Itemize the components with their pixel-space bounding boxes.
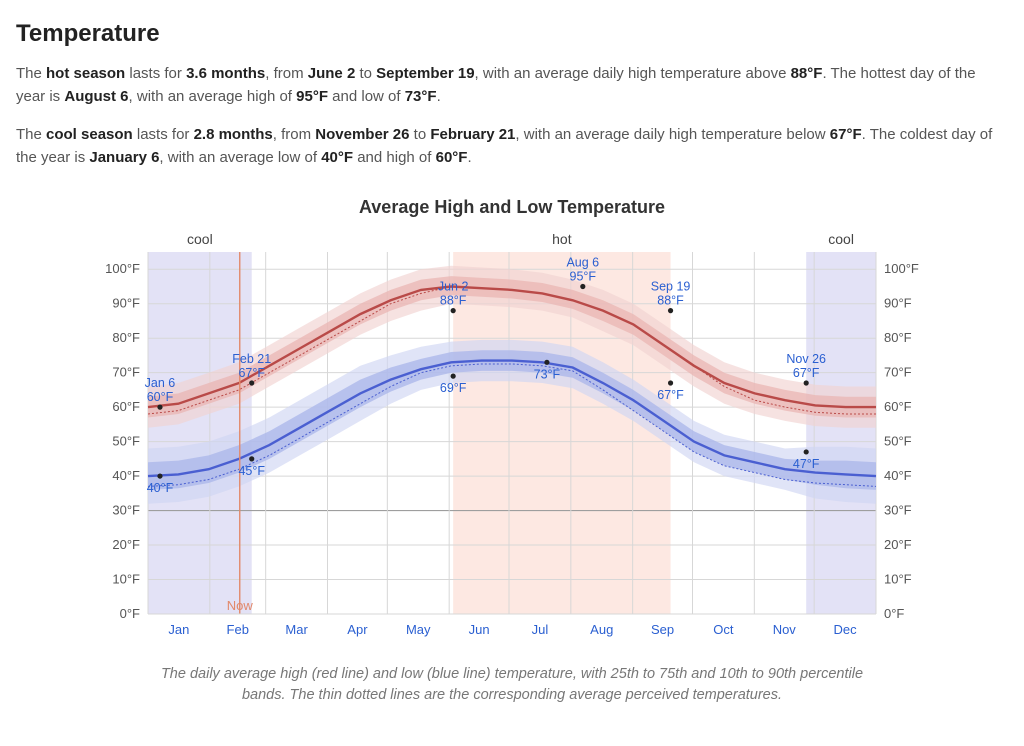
point-annotation: 47°F	[793, 457, 820, 471]
y-tick-right: 100°F	[884, 261, 919, 276]
point-annotation: Nov 26	[786, 352, 826, 366]
month-label: Jul	[532, 622, 549, 637]
point-annotation: Feb 21	[232, 352, 271, 366]
month-label: Nov	[773, 622, 797, 637]
season-label-cool: cool	[828, 231, 854, 247]
data-marker	[451, 308, 456, 313]
data-marker	[668, 308, 673, 313]
data-marker	[668, 380, 673, 385]
point-annotation: 88°F	[440, 294, 467, 308]
y-tick-right: 0°F	[884, 606, 904, 621]
point-annotation: 73°F	[534, 367, 561, 381]
point-annotation: 69°F	[440, 381, 467, 395]
y-tick-left: 60°F	[112, 399, 140, 414]
month-label: Feb	[227, 622, 249, 637]
y-tick-left: 100°F	[105, 261, 140, 276]
season-label-hot: hot	[552, 231, 572, 247]
y-tick-left: 80°F	[112, 330, 140, 345]
y-tick-left: 90°F	[112, 296, 140, 311]
y-tick-right: 10°F	[884, 572, 912, 587]
season-band	[806, 252, 876, 614]
point-annotation: 45°F	[238, 464, 265, 478]
y-tick-right: 60°F	[884, 399, 912, 414]
month-label: Jun	[469, 622, 490, 637]
y-tick-right: 40°F	[884, 468, 912, 483]
y-tick-left: 50°F	[112, 434, 140, 449]
data-marker	[580, 284, 585, 289]
data-marker	[804, 380, 809, 385]
month-label: Apr	[347, 622, 368, 637]
point-annotation: 67°F	[657, 388, 684, 402]
month-label: Aug	[590, 622, 613, 637]
cool-season-paragraph: The cool season lasts for 2.8 months, fr…	[16, 123, 1008, 170]
y-tick-right: 30°F	[884, 503, 912, 518]
temperature-chart: Average High and Low Temperature Now Jan …	[72, 197, 952, 706]
month-label: Jan	[168, 622, 189, 637]
data-marker	[804, 449, 809, 454]
month-label: Dec	[834, 622, 858, 637]
point-annotation: 60°F	[147, 390, 174, 404]
data-marker	[249, 456, 254, 461]
y-tick-left: 70°F	[112, 365, 140, 380]
month-label: May	[406, 622, 431, 637]
chart-svg: NowJan 660°FFeb 2167°FJun 288°FAug 695°F…	[72, 224, 952, 654]
chart-caption: The daily average high (red line) and lo…	[152, 664, 872, 706]
section-heading: Temperature	[16, 20, 1008, 48]
month-label: Mar	[285, 622, 308, 637]
point-annotation: 95°F	[570, 269, 597, 283]
point-annotation: 67°F	[238, 366, 265, 380]
month-label: Sep	[651, 622, 674, 637]
y-tick-right: 50°F	[884, 434, 912, 449]
y-tick-left: 0°F	[120, 606, 140, 621]
season-label-cool: cool	[187, 231, 213, 247]
chart-title: Average High and Low Temperature	[72, 197, 952, 218]
data-marker	[157, 405, 162, 410]
point-annotation: Jan 6	[145, 376, 176, 390]
data-marker	[451, 374, 456, 379]
y-tick-left: 40°F	[112, 468, 140, 483]
y-tick-right: 70°F	[884, 365, 912, 380]
y-tick-left: 10°F	[112, 572, 140, 587]
y-tick-right: 80°F	[884, 330, 912, 345]
data-marker	[544, 360, 549, 365]
point-annotation: 40°F	[147, 481, 174, 495]
hot-season-paragraph: The hot season lasts for 3.6 months, fro…	[16, 62, 1008, 109]
y-tick-right: 20°F	[884, 537, 912, 552]
y-tick-left: 20°F	[112, 537, 140, 552]
data-marker	[157, 473, 162, 478]
y-tick-right: 90°F	[884, 296, 912, 311]
point-annotation: Sep 19	[651, 280, 691, 294]
y-tick-left: 30°F	[112, 503, 140, 518]
point-annotation: 67°F	[793, 366, 820, 380]
month-label: Oct	[713, 622, 734, 637]
point-annotation: Jun 2	[438, 280, 469, 294]
point-annotation: 88°F	[657, 294, 684, 308]
data-marker	[249, 380, 254, 385]
now-label: Now	[227, 598, 254, 613]
point-annotation: Aug 6	[566, 255, 599, 269]
